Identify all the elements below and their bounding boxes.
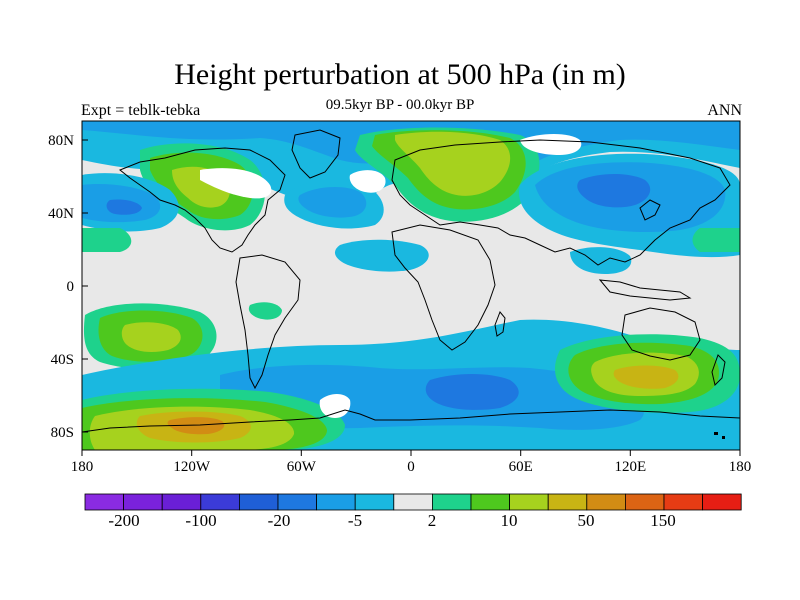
indian-ocean-cyan xyxy=(570,247,632,274)
colorbar-swatch-16 xyxy=(663,493,703,511)
island-southeast-2 xyxy=(722,436,725,439)
colorbar-swatch-2 xyxy=(123,493,163,511)
colorbar-label-4: -5 xyxy=(348,511,362,530)
lon-label-120w: 120W xyxy=(173,459,211,475)
lat-label-80n: 80N xyxy=(48,133,74,149)
n-atlantic-blue xyxy=(298,186,367,218)
lon-label-60w: 60W xyxy=(287,459,317,475)
coast-north-america xyxy=(119,147,286,253)
colorbar-swatch-13 xyxy=(547,493,588,511)
colorbar-label-2: -100 xyxy=(185,511,216,530)
latitude-axis: 80N 40N 0 40S 80S xyxy=(48,133,88,441)
lon-label-180w: 180 xyxy=(71,459,94,475)
coast-antarctica xyxy=(82,409,740,433)
trop-atlantic-cyan xyxy=(334,239,429,272)
lat-label-80s: 80S xyxy=(51,425,74,441)
colorbar-swatch-7 xyxy=(316,493,356,511)
colorbar-swatch-17 xyxy=(702,493,742,511)
colorbar-labels: -200 -100 -20 -5 2 10 50 150 xyxy=(108,511,675,530)
white-patch-southern xyxy=(319,394,351,418)
lat-label-40s: 40S xyxy=(51,352,74,368)
coast-indonesia xyxy=(598,279,692,301)
antarctic-blob-orange xyxy=(167,417,225,435)
coast-south-america xyxy=(235,254,301,390)
plot-title: Height perturbation at 500 hPa (in m) xyxy=(174,58,626,91)
lat-label-40n: 40N xyxy=(48,206,74,222)
white-patch-atlantic xyxy=(349,170,386,193)
eurasia-blob-yellowgreen xyxy=(395,131,511,196)
islands xyxy=(714,432,725,439)
lon-label-60e: 60E xyxy=(509,459,533,475)
coastlines xyxy=(82,129,740,433)
coast-madagascar xyxy=(494,311,506,337)
lat-label-0: 0 xyxy=(67,279,75,295)
colorbar-label-7: 50 xyxy=(578,511,595,530)
colorbar-label-5: 2 xyxy=(428,511,437,530)
colorbar-swatch-1 xyxy=(84,493,124,511)
colorbar xyxy=(84,493,742,511)
colorbar-swatch-4 xyxy=(200,493,240,511)
lon-label-0: 0 xyxy=(407,459,415,475)
colorbar-label-1: -200 xyxy=(108,511,139,530)
colorbar-swatch-10 xyxy=(431,493,472,511)
island-southeast-1 xyxy=(714,432,718,435)
colorbar-swatch-3 xyxy=(161,493,202,511)
coast-africa xyxy=(391,224,496,351)
experiment-label: Expt = teblk-tebka xyxy=(81,102,201,119)
southern-ocean-core xyxy=(425,374,519,410)
colorbar-swatch-15 xyxy=(625,493,665,511)
height-field xyxy=(82,121,740,450)
colorbar-label-3: -20 xyxy=(268,511,291,530)
coast-japan xyxy=(639,199,661,221)
colorbar-swatch-8 xyxy=(354,493,395,511)
white-patch-arctic xyxy=(200,168,272,199)
period-label: 09.5kyr BP - 00.0kyr BP xyxy=(325,97,475,113)
coast-new-zealand xyxy=(711,354,726,386)
lon-label-180e: 180 xyxy=(729,459,752,475)
longitude-axis: 180 120W 60W 0 60E 120E 180 xyxy=(71,450,752,475)
coast-australia xyxy=(621,307,701,361)
colorbar-label-6: 10 xyxy=(501,511,518,530)
colorbar-swatch-14 xyxy=(586,493,626,511)
coast-greenland xyxy=(291,129,341,179)
season-label: ANN xyxy=(707,102,742,119)
colorbar-swatch-11 xyxy=(470,493,510,511)
colorbar-swatch-9 xyxy=(393,493,433,511)
colorbar-swatch-5 xyxy=(238,493,279,511)
nw-pacific-low-core xyxy=(577,174,651,208)
s-pacific-blob-yellowgreen xyxy=(121,322,181,353)
colorbar-label-8: 150 xyxy=(650,511,676,530)
w-atlantic-teal xyxy=(82,228,132,252)
white-patch-east xyxy=(520,134,582,155)
lon-label-120e: 120E xyxy=(614,459,646,475)
ne-pacific-core xyxy=(106,199,142,215)
e-pacific-teal xyxy=(692,228,740,252)
coast-eurasia xyxy=(391,139,731,266)
s-indian-blob-olive xyxy=(613,365,679,389)
s-atlantic-teal xyxy=(248,302,282,320)
colorbar-swatch-12 xyxy=(509,493,549,511)
colorbar-swatch-6 xyxy=(277,493,317,511)
